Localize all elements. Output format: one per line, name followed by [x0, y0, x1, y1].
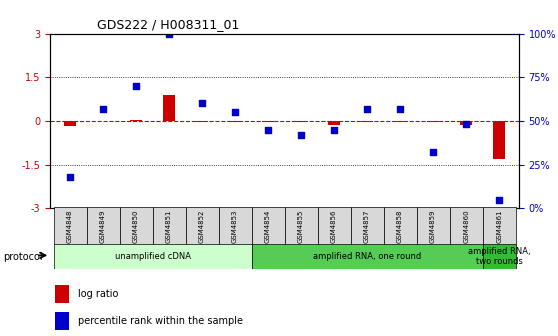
- Bar: [229, 121, 241, 122]
- FancyBboxPatch shape: [450, 207, 483, 245]
- FancyBboxPatch shape: [54, 244, 252, 269]
- Text: GSM4855: GSM4855: [298, 209, 304, 243]
- Bar: [55, 312, 69, 330]
- Bar: [493, 121, 505, 159]
- Text: GSM4858: GSM4858: [397, 209, 403, 243]
- Bar: [163, 95, 175, 121]
- Point: [495, 197, 504, 202]
- Point: [330, 127, 339, 132]
- FancyBboxPatch shape: [86, 207, 119, 245]
- Text: GSM4860: GSM4860: [463, 209, 469, 243]
- Text: GSM4861: GSM4861: [496, 209, 502, 243]
- FancyBboxPatch shape: [383, 207, 417, 245]
- FancyBboxPatch shape: [219, 207, 252, 245]
- Text: amplified RNA, one round: amplified RNA, one round: [313, 252, 421, 261]
- FancyBboxPatch shape: [54, 207, 86, 245]
- Point: [429, 150, 437, 155]
- FancyBboxPatch shape: [350, 207, 383, 245]
- FancyBboxPatch shape: [417, 207, 450, 245]
- Point: [263, 127, 272, 132]
- Text: GSM4857: GSM4857: [364, 209, 370, 243]
- Bar: [262, 121, 274, 122]
- FancyBboxPatch shape: [318, 207, 350, 245]
- Text: GSM4853: GSM4853: [232, 209, 238, 243]
- Text: GSM4859: GSM4859: [430, 209, 436, 243]
- Point: [165, 31, 174, 36]
- Text: GSM4849: GSM4849: [100, 209, 106, 243]
- Bar: [395, 121, 406, 122]
- Bar: [130, 120, 142, 121]
- Text: protocol: protocol: [3, 252, 42, 262]
- Text: GDS222 / H008311_01: GDS222 / H008311_01: [97, 18, 239, 31]
- FancyBboxPatch shape: [483, 244, 516, 269]
- Text: amplified RNA,
two rounds: amplified RNA, two rounds: [468, 247, 531, 266]
- Point: [230, 110, 239, 115]
- FancyBboxPatch shape: [252, 244, 483, 269]
- Text: GSM4854: GSM4854: [265, 209, 271, 243]
- Bar: [196, 121, 208, 122]
- FancyBboxPatch shape: [483, 207, 516, 245]
- Text: unamplified cDNA: unamplified cDNA: [114, 252, 190, 261]
- FancyBboxPatch shape: [186, 207, 219, 245]
- Bar: [460, 121, 472, 125]
- Text: GSM4850: GSM4850: [133, 209, 139, 243]
- Point: [198, 101, 206, 106]
- Bar: [55, 285, 69, 303]
- Text: log ratio: log ratio: [78, 289, 119, 299]
- Point: [65, 174, 74, 179]
- Bar: [295, 121, 307, 122]
- FancyBboxPatch shape: [252, 207, 285, 245]
- Bar: [362, 121, 373, 122]
- Text: percentile rank within the sample: percentile rank within the sample: [78, 316, 243, 326]
- FancyBboxPatch shape: [152, 207, 186, 245]
- FancyBboxPatch shape: [119, 207, 152, 245]
- Bar: [64, 121, 76, 126]
- Bar: [328, 121, 340, 125]
- Point: [99, 106, 108, 112]
- Text: GSM4856: GSM4856: [331, 209, 337, 243]
- Point: [396, 106, 405, 112]
- Text: GSM4852: GSM4852: [199, 209, 205, 243]
- Point: [363, 106, 372, 112]
- Text: GSM4851: GSM4851: [166, 209, 172, 243]
- Point: [461, 122, 470, 127]
- Text: GSM4848: GSM4848: [67, 209, 73, 243]
- Point: [132, 83, 141, 89]
- Point: [297, 132, 306, 138]
- FancyBboxPatch shape: [285, 207, 318, 245]
- Bar: [427, 121, 439, 122]
